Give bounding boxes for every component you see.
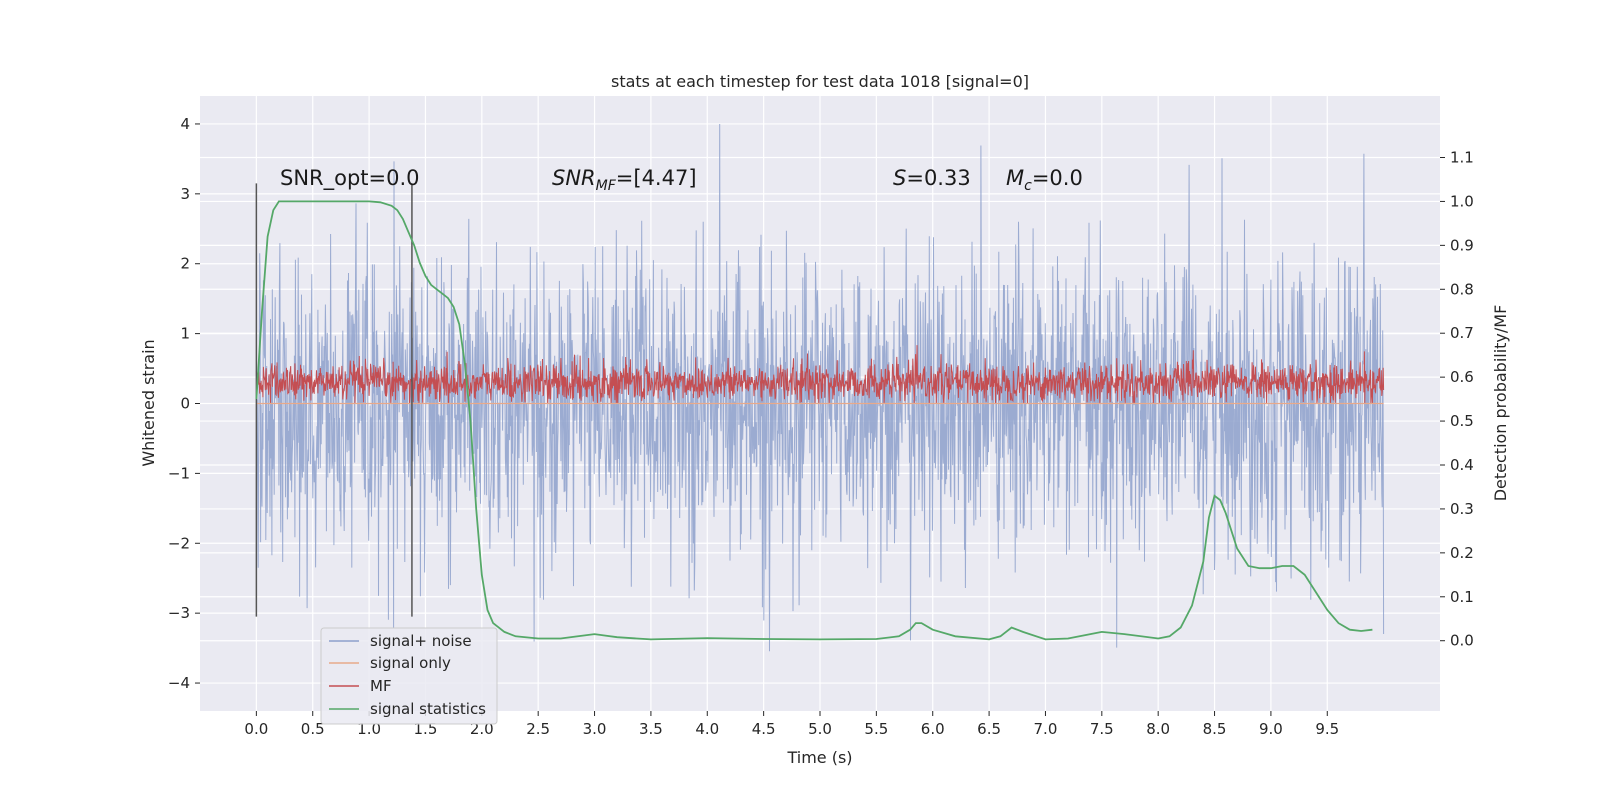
x-tick-label: 0.5 xyxy=(301,720,325,738)
x-axis-label: Time (s) xyxy=(786,748,852,767)
x-tick-label: 4.0 xyxy=(695,720,719,738)
x-tick-label: 3.5 xyxy=(639,720,663,738)
x-tick-label: 2.5 xyxy=(526,720,550,738)
y2-tick-label: 0.1 xyxy=(1450,588,1474,606)
legend-label-signal-noise: signal+ noise xyxy=(370,632,472,650)
annotation-snr-opt: SNR_opt=0.0 xyxy=(280,166,420,191)
y-tick-label: −3 xyxy=(168,604,190,622)
x-tick-label: 6.0 xyxy=(921,720,945,738)
x-tick-label: 3.0 xyxy=(583,720,607,738)
x-tick-label: 8.5 xyxy=(1203,720,1227,738)
x-tick-label: 4.5 xyxy=(752,720,776,738)
x-tick-label: 9.0 xyxy=(1259,720,1283,738)
legend-label-signal-only: signal only xyxy=(370,654,451,672)
legend: signal+ noise signal only MF signal stat… xyxy=(320,627,498,725)
annotation-snr-mf: SNRMF=[4.47] xyxy=(552,166,697,194)
y-tick-label: 2 xyxy=(180,255,190,273)
y-tick-label: −2 xyxy=(168,534,190,552)
series-mf xyxy=(255,345,1385,404)
y2-tick-label: 1.1 xyxy=(1450,149,1474,167)
y-tick-label: 4 xyxy=(180,115,190,133)
y2-tick-label: 0.6 xyxy=(1450,368,1474,386)
y-axis-ticks: 4 3 2 1 0 −1 −2 −3 −4 xyxy=(168,115,200,692)
y-tick-label: 0 xyxy=(180,395,190,413)
x-tick-label: 7.0 xyxy=(1034,720,1058,738)
y2-tick-label: 0.7 xyxy=(1450,324,1474,342)
series-signal-statistics xyxy=(255,200,1373,641)
annotation-mc: Mc=0.0 xyxy=(1006,166,1083,194)
x-tick-label: 7.5 xyxy=(1090,720,1114,738)
y-axis-label: Whitened strain xyxy=(139,339,158,466)
y-tick-label: 3 xyxy=(180,185,190,203)
x-tick-label: 5.5 xyxy=(864,720,888,738)
x-tick-label: 8.0 xyxy=(1146,720,1170,738)
y2-tick-label: 0.2 xyxy=(1450,544,1474,562)
y-tick-label: −1 xyxy=(168,464,190,482)
x-tick-label: 5.0 xyxy=(808,720,832,738)
y2-tick-label: 0.4 xyxy=(1450,456,1474,474)
legend-box xyxy=(320,627,498,725)
y2-tick-label: 0.3 xyxy=(1450,500,1474,518)
x-tick-label: 9.5 xyxy=(1315,720,1339,738)
y-tick-label: 1 xyxy=(180,325,190,343)
annotation-s: S=0.33 xyxy=(893,166,971,190)
y2-axis-label: Detection probability/MF xyxy=(1491,305,1510,502)
x-tick-label: 6.5 xyxy=(977,720,1001,738)
legend-label-signal-statistics: signal statistics xyxy=(370,700,486,718)
y2-tick-label: 0.0 xyxy=(1450,632,1474,650)
y2-tick-label: 0.9 xyxy=(1450,236,1474,254)
legend-label-mf: MF xyxy=(370,677,392,695)
y-tick-label: −4 xyxy=(168,674,190,692)
chart-title: stats at each timestep for test data 101… xyxy=(611,72,1029,91)
y2-tick-label: 0.8 xyxy=(1450,280,1474,298)
plot-layers xyxy=(255,123,1385,652)
y2-axis-ticks: 1.1 1.0 0.9 0.8 0.7 0.6 0.5 0.4 0.3 0.2 0.1 0.0 xyxy=(1440,149,1474,650)
y2-tick-label: 0.5 xyxy=(1450,412,1474,430)
x-tick-label: 0.0 xyxy=(244,720,268,738)
y2-tick-label: 1.0 xyxy=(1450,192,1474,210)
